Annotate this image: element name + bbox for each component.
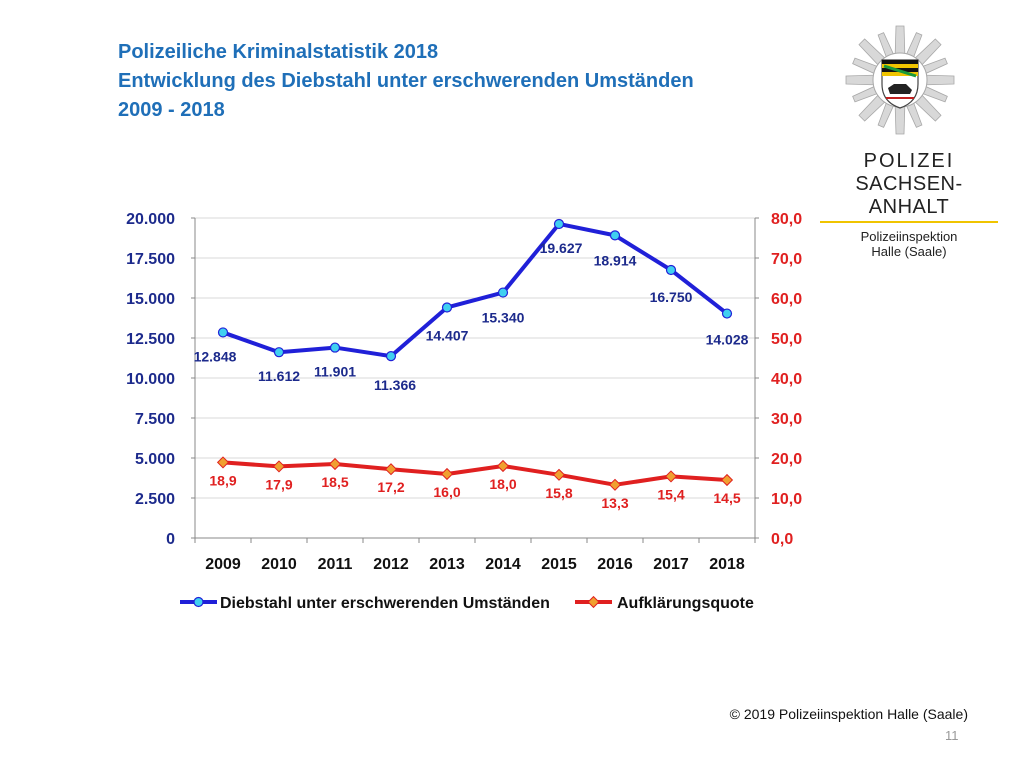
point-aufklaerungsquote bbox=[328, 457, 342, 471]
point-diebstahl bbox=[441, 302, 453, 313]
logo-divider bbox=[820, 221, 998, 223]
legend-marker-diebstahl bbox=[193, 596, 204, 608]
label-aufklaerungsquote: 14,5 bbox=[713, 490, 740, 506]
point-diebstahl bbox=[273, 347, 285, 358]
copyright-footer: © 2019 Polizeiinspektion Halle (Saale) bbox=[729, 706, 968, 722]
logo-sub-1: Polizeiinspektion bbox=[860, 229, 958, 244]
police-logo-text: POLIZEI SACHSEN-ANHALT Polizeiinspektion… bbox=[820, 150, 998, 259]
label-diebstahl: 14.407 bbox=[426, 327, 469, 343]
x-tick-label: 2010 bbox=[261, 556, 297, 573]
point-diebstahl bbox=[553, 218, 565, 230]
point-diebstahl bbox=[217, 327, 229, 338]
left-tick-label: 2.500 bbox=[135, 491, 175, 508]
logo-sub-2: Halle (Saale) bbox=[871, 244, 947, 259]
title-line-2: Entwicklung des Diebstahl unter erschwer… bbox=[118, 70, 694, 92]
point-aufklaerungsquote bbox=[552, 468, 566, 481]
label-diebstahl: 11.612 bbox=[258, 368, 300, 384]
series bbox=[216, 218, 734, 491]
right-tick-label: 50,0 bbox=[771, 331, 802, 348]
title-line-3: 2009 - 2018 bbox=[118, 99, 225, 121]
point-diebstahl bbox=[497, 287, 509, 298]
gridlines bbox=[195, 217, 755, 499]
logo-state: SACHSEN-ANHALT bbox=[855, 173, 963, 218]
legend: Diebstahl unter erschwerenden Umständen A… bbox=[180, 595, 754, 612]
label-aufklaerungsquote: 13,3 bbox=[601, 495, 628, 511]
police-star-emblem-icon bbox=[845, 25, 955, 135]
label-aufklaerungsquote: 15,8 bbox=[545, 485, 572, 501]
point-aufklaerungsquote bbox=[664, 470, 678, 483]
x-tick-label: 2018 bbox=[709, 556, 745, 573]
point-aufklaerungsquote bbox=[496, 459, 510, 473]
left-tick-label: 5.000 bbox=[135, 451, 175, 468]
label-diebstahl: 19.627 bbox=[540, 240, 583, 256]
legend-marker-aufklaerungsquote bbox=[587, 595, 600, 609]
point-diebstahl bbox=[329, 342, 341, 353]
point-aufklaerungsquote bbox=[440, 467, 454, 481]
x-tick-label: 2009 bbox=[205, 556, 241, 573]
point-aufklaerungsquote bbox=[216, 456, 230, 469]
left-axis-ticks: 0 2.500 5.000 7.500 10.000 12.500 15.000 17.500… bbox=[126, 211, 175, 548]
label-diebstahl: 12.848 bbox=[194, 348, 237, 364]
left-tick-label: 0 bbox=[166, 531, 175, 548]
label-aufklaerungsquote: 18,9 bbox=[209, 472, 236, 488]
legend-label-diebstahl: Diebstahl unter erschwerenden Umständen bbox=[220, 595, 550, 612]
series-line-diebstahl bbox=[222, 221, 729, 359]
right-tick-label: 60,0 bbox=[771, 291, 802, 308]
series-line-aufklaerungsquote bbox=[222, 460, 728, 487]
x-tick-label: 2016 bbox=[597, 556, 633, 573]
label-diebstahl: 11.901 bbox=[314, 364, 356, 380]
label-diebstahl: 18.914 bbox=[594, 252, 637, 268]
right-tick-label: 20,0 bbox=[771, 451, 802, 468]
label-aufklaerungsquote: 18,5 bbox=[321, 474, 348, 490]
label-diebstahl: 14.028 bbox=[706, 332, 749, 348]
x-tick-label: 2015 bbox=[541, 556, 577, 573]
right-tick-label: 10,0 bbox=[771, 491, 802, 508]
data-labels: 12.848 11.612 11.901 11.366 14.407 15.340 19.6… bbox=[194, 240, 749, 511]
right-tick-label: 30,0 bbox=[771, 411, 802, 428]
x-tick-label: 2013 bbox=[429, 556, 465, 573]
label-diebstahl: 11.366 bbox=[374, 377, 416, 393]
left-tick-label: 7.500 bbox=[135, 411, 175, 428]
label-diebstahl: 15.340 bbox=[482, 310, 525, 326]
left-tick-label: 15.000 bbox=[126, 291, 175, 308]
page-number: 11 bbox=[945, 728, 959, 743]
logo-police: POLIZEI bbox=[863, 150, 955, 172]
point-diebstahl bbox=[721, 308, 733, 319]
point-aufklaerungsquote bbox=[608, 478, 622, 491]
label-aufklaerungsquote: 17,2 bbox=[377, 479, 404, 495]
point-aufklaerungsquote bbox=[384, 463, 398, 476]
x-tick-label: 2012 bbox=[373, 556, 409, 573]
right-axis-ticks: 0,0 10,0 20,0 30,0 40,0 50,0 60,0 70,0 80,0 bbox=[771, 211, 802, 548]
label-aufklaerungsquote: 17,9 bbox=[265, 476, 292, 492]
right-tick-label: 40,0 bbox=[771, 371, 802, 388]
label-aufklaerungsquote: 16,0 bbox=[433, 484, 460, 500]
label-aufklaerungsquote: 18,0 bbox=[489, 476, 516, 492]
x-axis-ticks: 2009 2010 2011 2012 2013 2014 2015 2016 2017 2018 bbox=[205, 556, 745, 573]
point-diebstahl bbox=[385, 351, 397, 362]
left-tick-label: 17.500 bbox=[126, 251, 175, 268]
point-aufklaerungsquote bbox=[720, 473, 734, 487]
slide-title: Polizeiliche Kriminalstatistik 2018 Entw… bbox=[118, 38, 694, 125]
label-aufklaerungsquote: 15,4 bbox=[657, 486, 684, 502]
left-tick-label: 12.500 bbox=[126, 331, 175, 348]
right-tick-label: 70,0 bbox=[771, 251, 802, 268]
right-tick-label: 80,0 bbox=[771, 211, 802, 228]
axes bbox=[191, 217, 759, 543]
left-tick-label: 10.000 bbox=[126, 371, 175, 388]
point-diebstahl bbox=[665, 264, 677, 276]
legend-label-aufklaerungsquote: Aufklärungsquote bbox=[617, 595, 754, 612]
x-tick-label: 2017 bbox=[653, 556, 689, 573]
point-diebstahl bbox=[609, 230, 621, 241]
label-diebstahl: 16.750 bbox=[650, 289, 693, 305]
point-aufklaerungsquote bbox=[272, 460, 286, 473]
title-line-1: Polizeiliche Kriminalstatistik 2018 bbox=[118, 41, 439, 63]
x-tick-label: 2014 bbox=[485, 556, 521, 573]
x-tick-label: 2011 bbox=[318, 556, 353, 573]
left-tick-label: 20.000 bbox=[126, 211, 175, 228]
right-tick-label: 0,0 bbox=[771, 531, 793, 548]
